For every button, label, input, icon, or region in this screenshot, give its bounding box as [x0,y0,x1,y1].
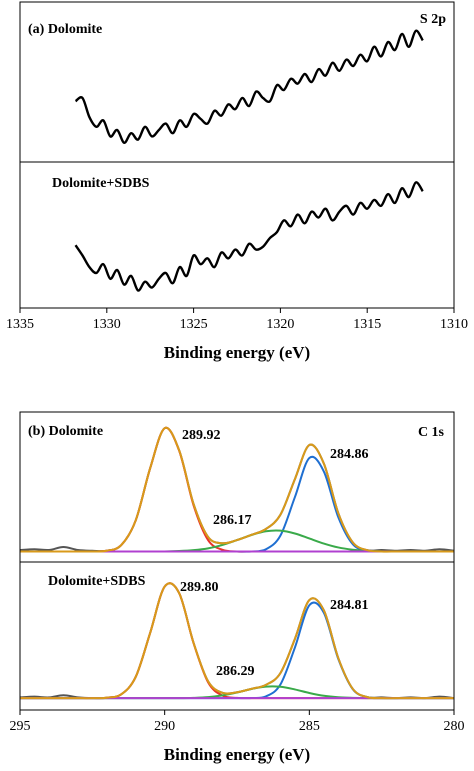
x-tick-label: 290 [154,719,175,734]
peak-label: 286.17 [213,513,252,528]
panel-label: Dolomite+SDBS [48,574,146,589]
spectrum-line [20,455,454,553]
peak-label: 289.92 [182,428,221,443]
plot-frame [19,411,455,711]
x-axis-title: Binding energy (eV) [164,343,310,362]
plot-frame [19,1,455,309]
peak-label: 286.29 [216,664,255,679]
x-tick-label: 1310 [440,317,468,332]
peak-label: 284.86 [330,447,369,462]
corner-label: C 1s [418,425,445,440]
peak-label: 284.81 [330,598,369,613]
spectrum-line [20,601,454,700]
x-tick-label: 1325 [180,317,208,332]
x-axis-title: Binding energy (eV) [164,745,310,764]
spectrum-line [19,426,455,553]
x-tick-label: 1330 [93,317,121,332]
peak-label: 289.80 [180,580,219,595]
x-tick-label: 1320 [266,317,294,332]
spectrum-line [20,426,454,553]
panel-label: Dolomite+SDBS [52,176,150,191]
spectrum-line [74,29,424,144]
spectrum-line [19,582,455,700]
x-tick-label: 1335 [6,317,34,332]
x-tick-label: 1315 [353,317,381,332]
spectrum-line [74,181,424,292]
corner-label: S 2p [420,12,446,27]
x-tick-label: 285 [299,719,320,734]
x-tick-label: 295 [10,719,31,734]
x-tick-label: 280 [444,719,465,734]
panel-label: (a) Dolomite [28,22,102,37]
spectrum-line [20,582,454,700]
spectrum-line [20,582,454,700]
panel-label: (b) Dolomite [28,424,103,439]
spectrum-line [20,426,454,553]
